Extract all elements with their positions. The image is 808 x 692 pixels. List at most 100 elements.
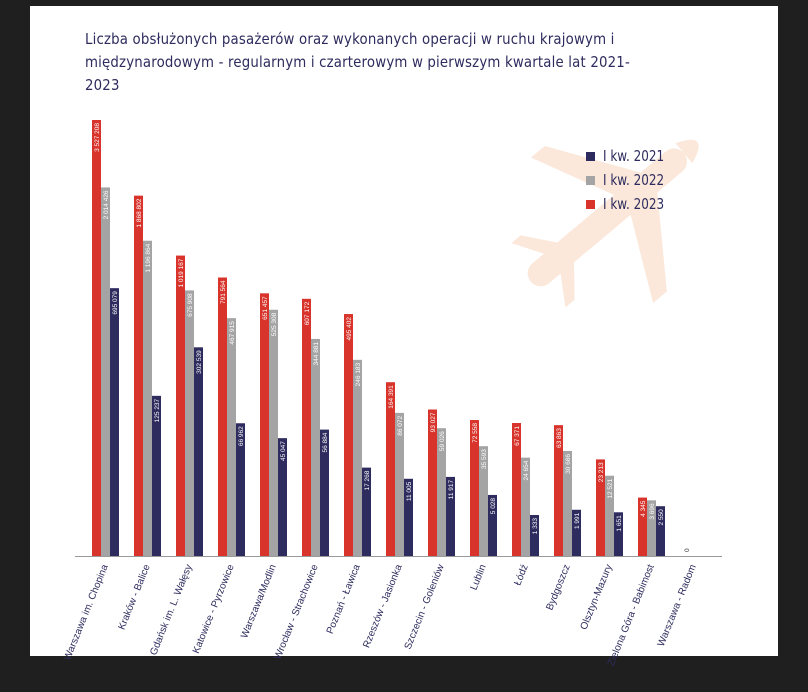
bar (110, 288, 119, 556)
bar-value-label: 2 014 426 (103, 190, 110, 219)
bar-value-label: 45 047 (280, 441, 287, 461)
bar (656, 506, 665, 556)
bar (260, 293, 269, 556)
x-tick-label: Katowice - Pyrzowice (191, 563, 237, 656)
bar-value-label: 86 072 (397, 415, 404, 435)
bar-value-label: 1 196 864 (145, 243, 152, 272)
bar-value-label: 0 (684, 548, 691, 552)
x-tick-label: Lublin (469, 563, 489, 592)
bar (344, 314, 353, 556)
bar (134, 195, 143, 556)
legend-label: I kw. 2023 (603, 195, 665, 213)
bar (176, 255, 185, 556)
bar (446, 476, 455, 556)
x-tick-label: Bydgoszcz (544, 563, 572, 612)
bar (386, 382, 395, 556)
bar (563, 450, 572, 556)
bar (362, 467, 371, 556)
x-tick-label: Gdańsk im. L. Wałęsy (148, 563, 194, 657)
bar (269, 309, 278, 556)
bar (470, 420, 479, 556)
bar-value-label: 35 593 (481, 449, 488, 469)
legend-label: I kw. 2022 (603, 171, 665, 189)
bar-value-label: 30 686 (565, 454, 572, 474)
bar (353, 359, 362, 556)
bar (614, 512, 623, 556)
bar (437, 428, 446, 556)
bar (92, 120, 101, 556)
bar-value-label: 302 539 (196, 350, 203, 374)
x-tick-label: Warszawa/Modlin (239, 563, 279, 640)
x-tick-label: Łódź (512, 563, 530, 587)
bar (395, 412, 404, 556)
bar (143, 240, 152, 556)
chart-legend: I kw. 2021 I kw. 2022 I kw. 2023 (586, 144, 679, 216)
bar-value-label: 695 079 (112, 291, 119, 315)
chart-title: Liczba obsłużonych pasażerów oraz wykona… (85, 30, 630, 94)
bar-value-label: 72 558 (472, 423, 479, 443)
bar (311, 338, 320, 556)
bar (320, 429, 329, 556)
bar-value-label: 675 908 (187, 293, 194, 317)
bar-value-label: 3 696 (649, 503, 656, 520)
bar-value-label: 67 371 (514, 426, 521, 446)
bar-value-label: 17 268 (364, 470, 371, 490)
bar (218, 277, 227, 556)
bar (152, 395, 161, 556)
bar-value-label: 23 213 (598, 462, 605, 482)
bar (596, 459, 605, 556)
legend-item-2022: I kw. 2022 (586, 168, 679, 192)
x-tick-label: Zielona Góra - Babimost (606, 563, 657, 668)
x-tick-label: Poznań - Ławica (325, 563, 363, 636)
bar (479, 446, 488, 556)
bar-value-label: 56 884 (322, 432, 329, 452)
legend-swatch (586, 175, 595, 185)
bar-value-label: 63 863 (556, 428, 563, 448)
bar (185, 290, 194, 556)
bar-value-label: 93 027 (430, 412, 437, 432)
bar-value-label: 11 917 (448, 480, 455, 500)
legend-item-2023: I kw. 2023 (586, 192, 679, 216)
bar-value-label: 4 345 (640, 500, 647, 517)
bar (227, 318, 236, 556)
x-tick-label: Kraków - Balice (117, 563, 153, 632)
bar-value-label: 495 402 (346, 317, 353, 341)
bar (194, 347, 203, 556)
bar-value-label: 651 457 (262, 296, 269, 320)
bar (488, 494, 497, 556)
bar (302, 298, 311, 556)
bar-value-label: 12 521 (607, 478, 614, 498)
bar-value-label: 3 527 208 (94, 123, 101, 152)
bar-value-label: 1 019 167 (178, 258, 185, 287)
bar-value-label: 525 308 (271, 312, 278, 336)
bar (572, 509, 581, 556)
bar-value-label: 24 654 (523, 460, 530, 480)
bar-value-label: 246 183 (355, 362, 362, 386)
bar (404, 478, 413, 556)
bar-value-label: 2 550 (658, 509, 665, 526)
bar (638, 497, 647, 556)
x-tick-label: Olsztyn-Mazury (579, 563, 615, 632)
bar (647, 500, 656, 556)
bar-value-label: 125 237 (154, 398, 161, 422)
bar (101, 187, 110, 557)
bar (554, 425, 563, 556)
bar (236, 423, 245, 556)
bar-value-label: 344 881 (313, 342, 320, 366)
bar (605, 475, 614, 556)
legend-swatch (586, 151, 595, 161)
x-tick-label: Szczecin - Goleniów (403, 562, 447, 651)
bar (512, 423, 521, 556)
bar-value-label: 1 333 (532, 518, 539, 535)
bar (428, 409, 437, 556)
legend-item-2021: I kw. 2021 (586, 144, 679, 168)
x-tick-label: Rzeszów - Jasionka (361, 563, 405, 650)
bar-value-label: 164 391 (388, 385, 395, 409)
bar-value-label: 607 172 (304, 301, 311, 325)
legend-swatch (586, 199, 595, 209)
bar-value-label: 59 026 (439, 431, 446, 451)
bar-value-label: 791 564 (220, 280, 227, 304)
x-tick-label: Warszawa - Radom (656, 563, 699, 648)
legend-label: I kw. 2021 (603, 147, 665, 165)
